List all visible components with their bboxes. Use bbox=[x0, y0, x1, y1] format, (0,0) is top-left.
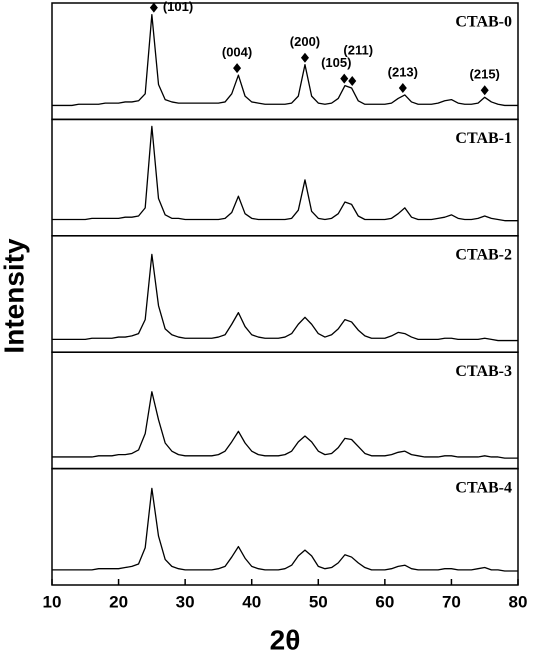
panel-label: CTAB-1 bbox=[455, 130, 512, 147]
peak-marker bbox=[300, 52, 309, 63]
panel-frame bbox=[51, 235, 519, 353]
peak-label: (105) bbox=[321, 55, 351, 70]
xrd-line bbox=[52, 125, 518, 222]
xrd-line bbox=[52, 13, 518, 107]
x-tick-label: 60 bbox=[375, 592, 394, 611]
panel-frame bbox=[51, 351, 519, 470]
panel-label: CTAB-3 bbox=[455, 363, 512, 380]
x-axis-title: 2θ bbox=[270, 624, 301, 655]
xrd-line bbox=[52, 487, 518, 572]
x-tick-label: 10 bbox=[43, 592, 62, 611]
xrd-line bbox=[52, 391, 518, 459]
peak-label: (215) bbox=[470, 67, 500, 82]
x-tick-label: 70 bbox=[442, 592, 461, 611]
y-axis-title: Intensity bbox=[0, 238, 29, 354]
xrd-line bbox=[52, 253, 518, 342]
peak-label: (004) bbox=[222, 45, 252, 60]
panel-label: CTAB-2 bbox=[455, 246, 512, 263]
peak-marker bbox=[348, 75, 357, 86]
x-tick-label: 50 bbox=[309, 592, 328, 611]
peak-label: (101) bbox=[163, 0, 193, 14]
peak-marker bbox=[398, 82, 407, 93]
peak-label: (211) bbox=[343, 42, 373, 57]
panel-frame bbox=[51, 467, 519, 586]
panel-label: CTAB-4 bbox=[455, 479, 512, 496]
peak-marker bbox=[340, 73, 349, 84]
peak-marker bbox=[480, 85, 489, 96]
peak-label: (200) bbox=[290, 34, 320, 49]
panel-label: CTAB-0 bbox=[455, 14, 512, 31]
peak-marker bbox=[233, 63, 242, 74]
x-tick-label: 40 bbox=[242, 592, 261, 611]
x-tick-label: 30 bbox=[176, 592, 195, 611]
peak-marker bbox=[149, 2, 158, 13]
x-tick-label: 80 bbox=[509, 592, 528, 611]
peak-label: (213) bbox=[388, 64, 418, 79]
x-tick-label: 20 bbox=[109, 592, 128, 611]
